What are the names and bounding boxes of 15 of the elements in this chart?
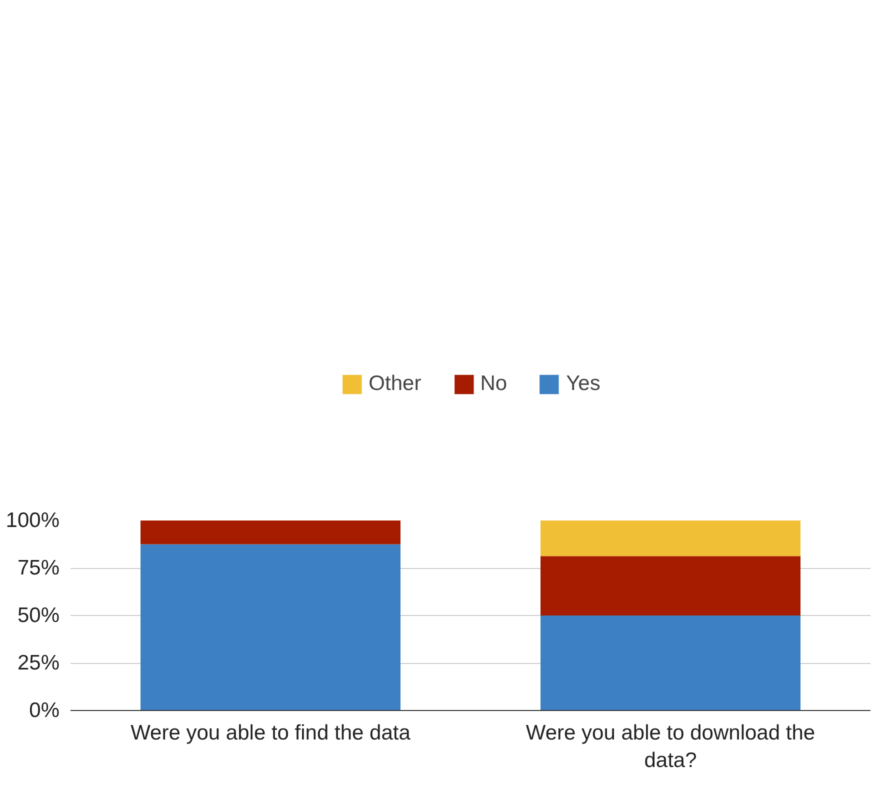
bar <box>540 556 800 616</box>
bar <box>140 544 400 710</box>
bar <box>140 520 400 544</box>
y-tick-label: 25% <box>17 652 60 674</box>
x-tick-label: Were you able to find the data <box>130 722 411 744</box>
y-tick-label: 100% <box>6 509 60 532</box>
bar <box>540 520 800 556</box>
x-tick-label: Were you able to download the data? <box>526 722 816 772</box>
y-tick-label: 0% <box>29 699 60 722</box>
legend-label: Other <box>368 372 422 396</box>
bar <box>540 616 800 710</box>
y-tick-label: 50% <box>17 604 60 627</box>
legend-label: No <box>480 372 508 396</box>
y-tick-label: 75% <box>17 556 60 580</box>
legend-label: Yes <box>566 372 600 396</box>
